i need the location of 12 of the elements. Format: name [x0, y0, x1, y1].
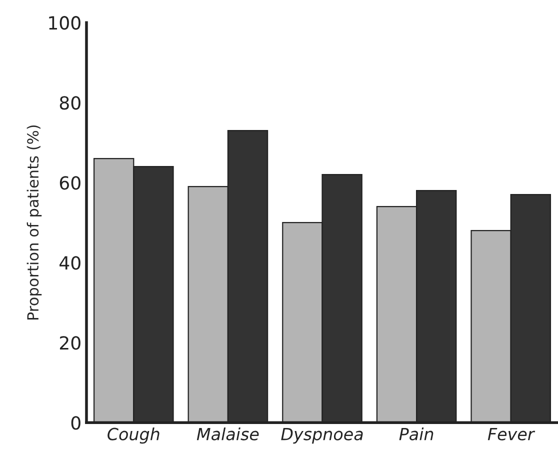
- y-tick-label: 80: [60, 96, 80, 110]
- y-axis-title: Proportion of patients (%): [26, 125, 42, 320]
- y-tick-label: 60: [60, 176, 80, 190]
- y-tick-label: 100: [49, 16, 80, 30]
- x-tick-label: Pain: [399, 427, 434, 440]
- x-tick-label: Dyspnoea: [281, 428, 363, 444]
- y-tick-label: 20: [60, 336, 80, 350]
- x-tick-label: Cough: [108, 427, 160, 444]
- y-tick-label: 0: [71, 416, 80, 430]
- x-tick-label: Fever: [488, 428, 536, 440]
- x-tick-label: Malaise: [196, 427, 259, 440]
- y-tick-label: 40: [60, 256, 80, 270]
